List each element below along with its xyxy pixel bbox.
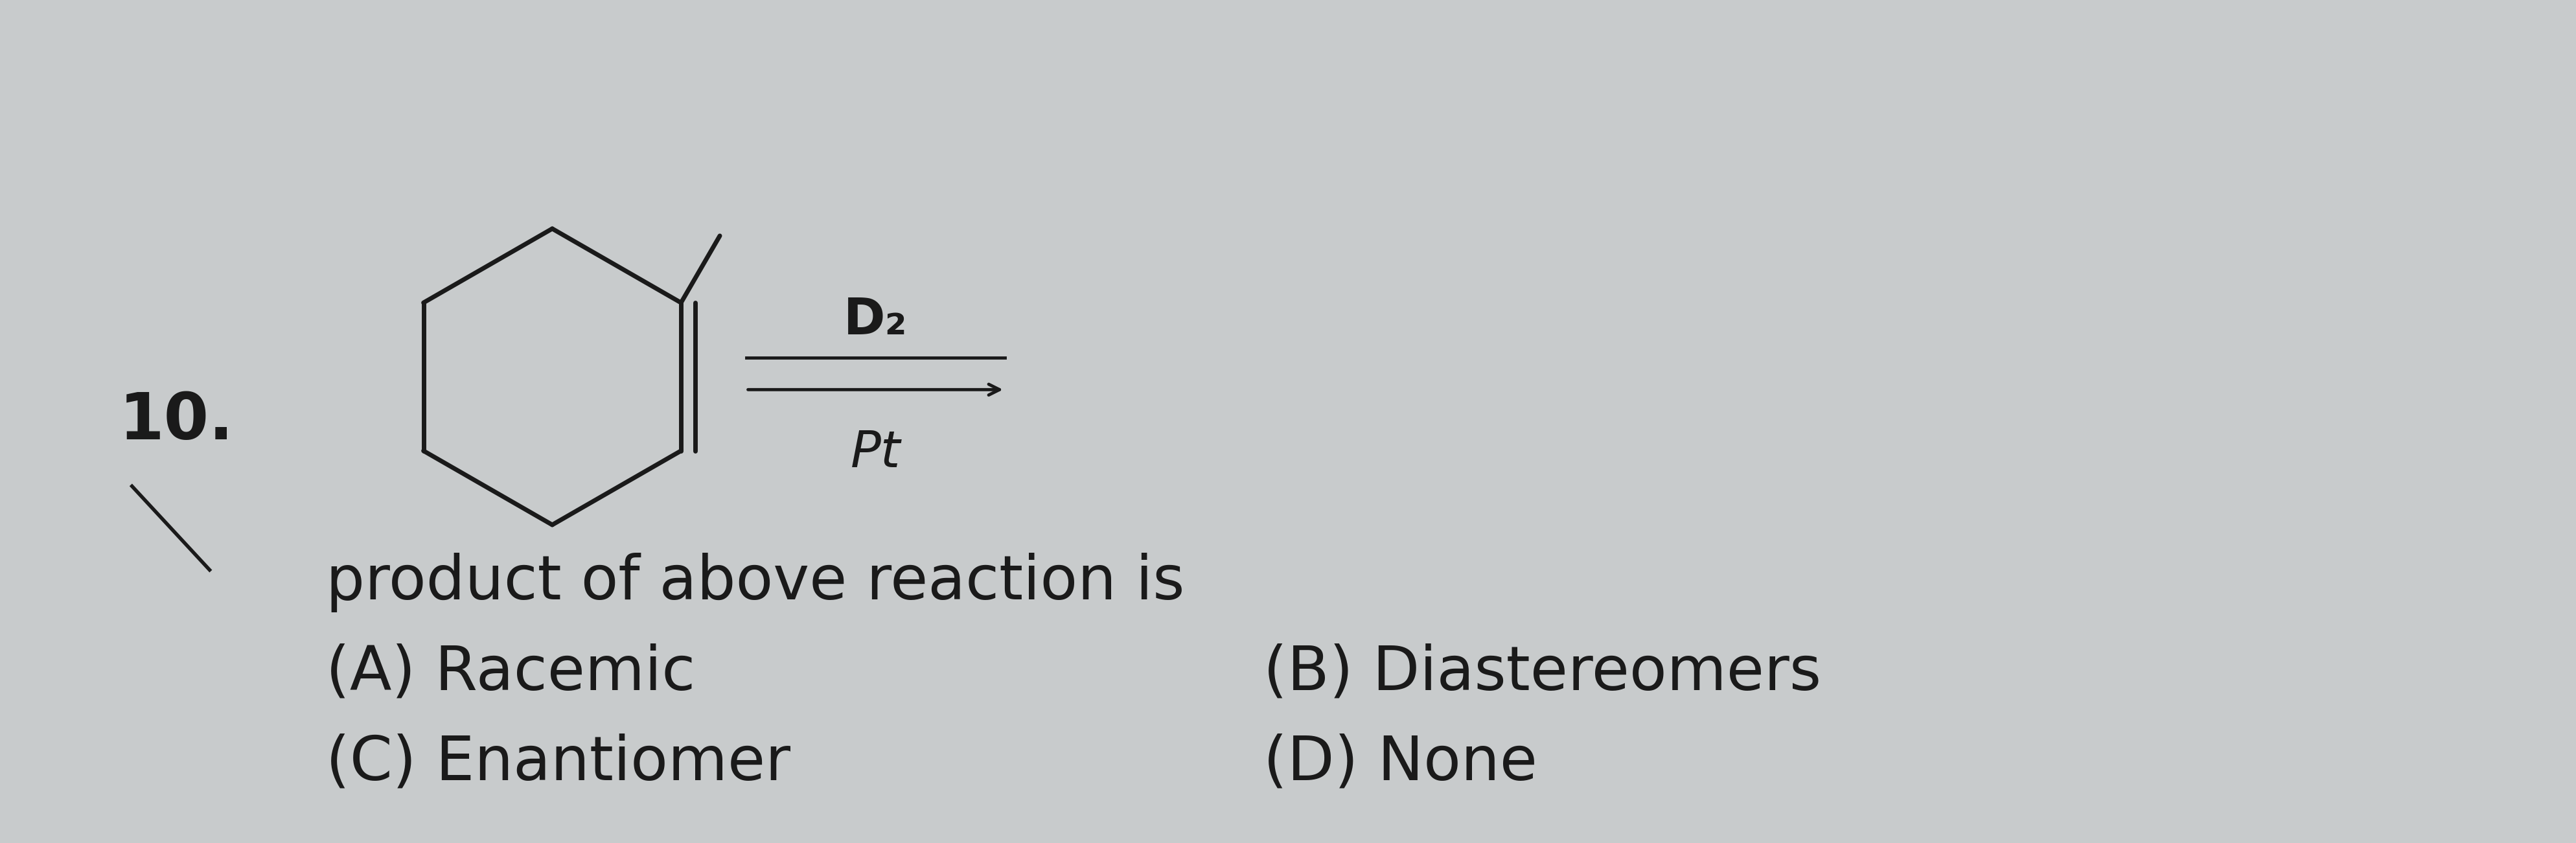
Text: D₂: D₂ (842, 295, 907, 345)
Text: 10.: 10. (118, 390, 234, 454)
Text: (A) Racemic: (A) Racemic (327, 643, 696, 703)
Text: (D) None: (D) None (1262, 733, 1538, 793)
Text: (B) Diastereomers: (B) Diastereomers (1262, 643, 1821, 703)
Text: product of above reaction is: product of above reaction is (327, 553, 1185, 613)
Text: (C) Enantiomer: (C) Enantiomer (327, 733, 791, 793)
Text: Pt: Pt (850, 428, 902, 477)
